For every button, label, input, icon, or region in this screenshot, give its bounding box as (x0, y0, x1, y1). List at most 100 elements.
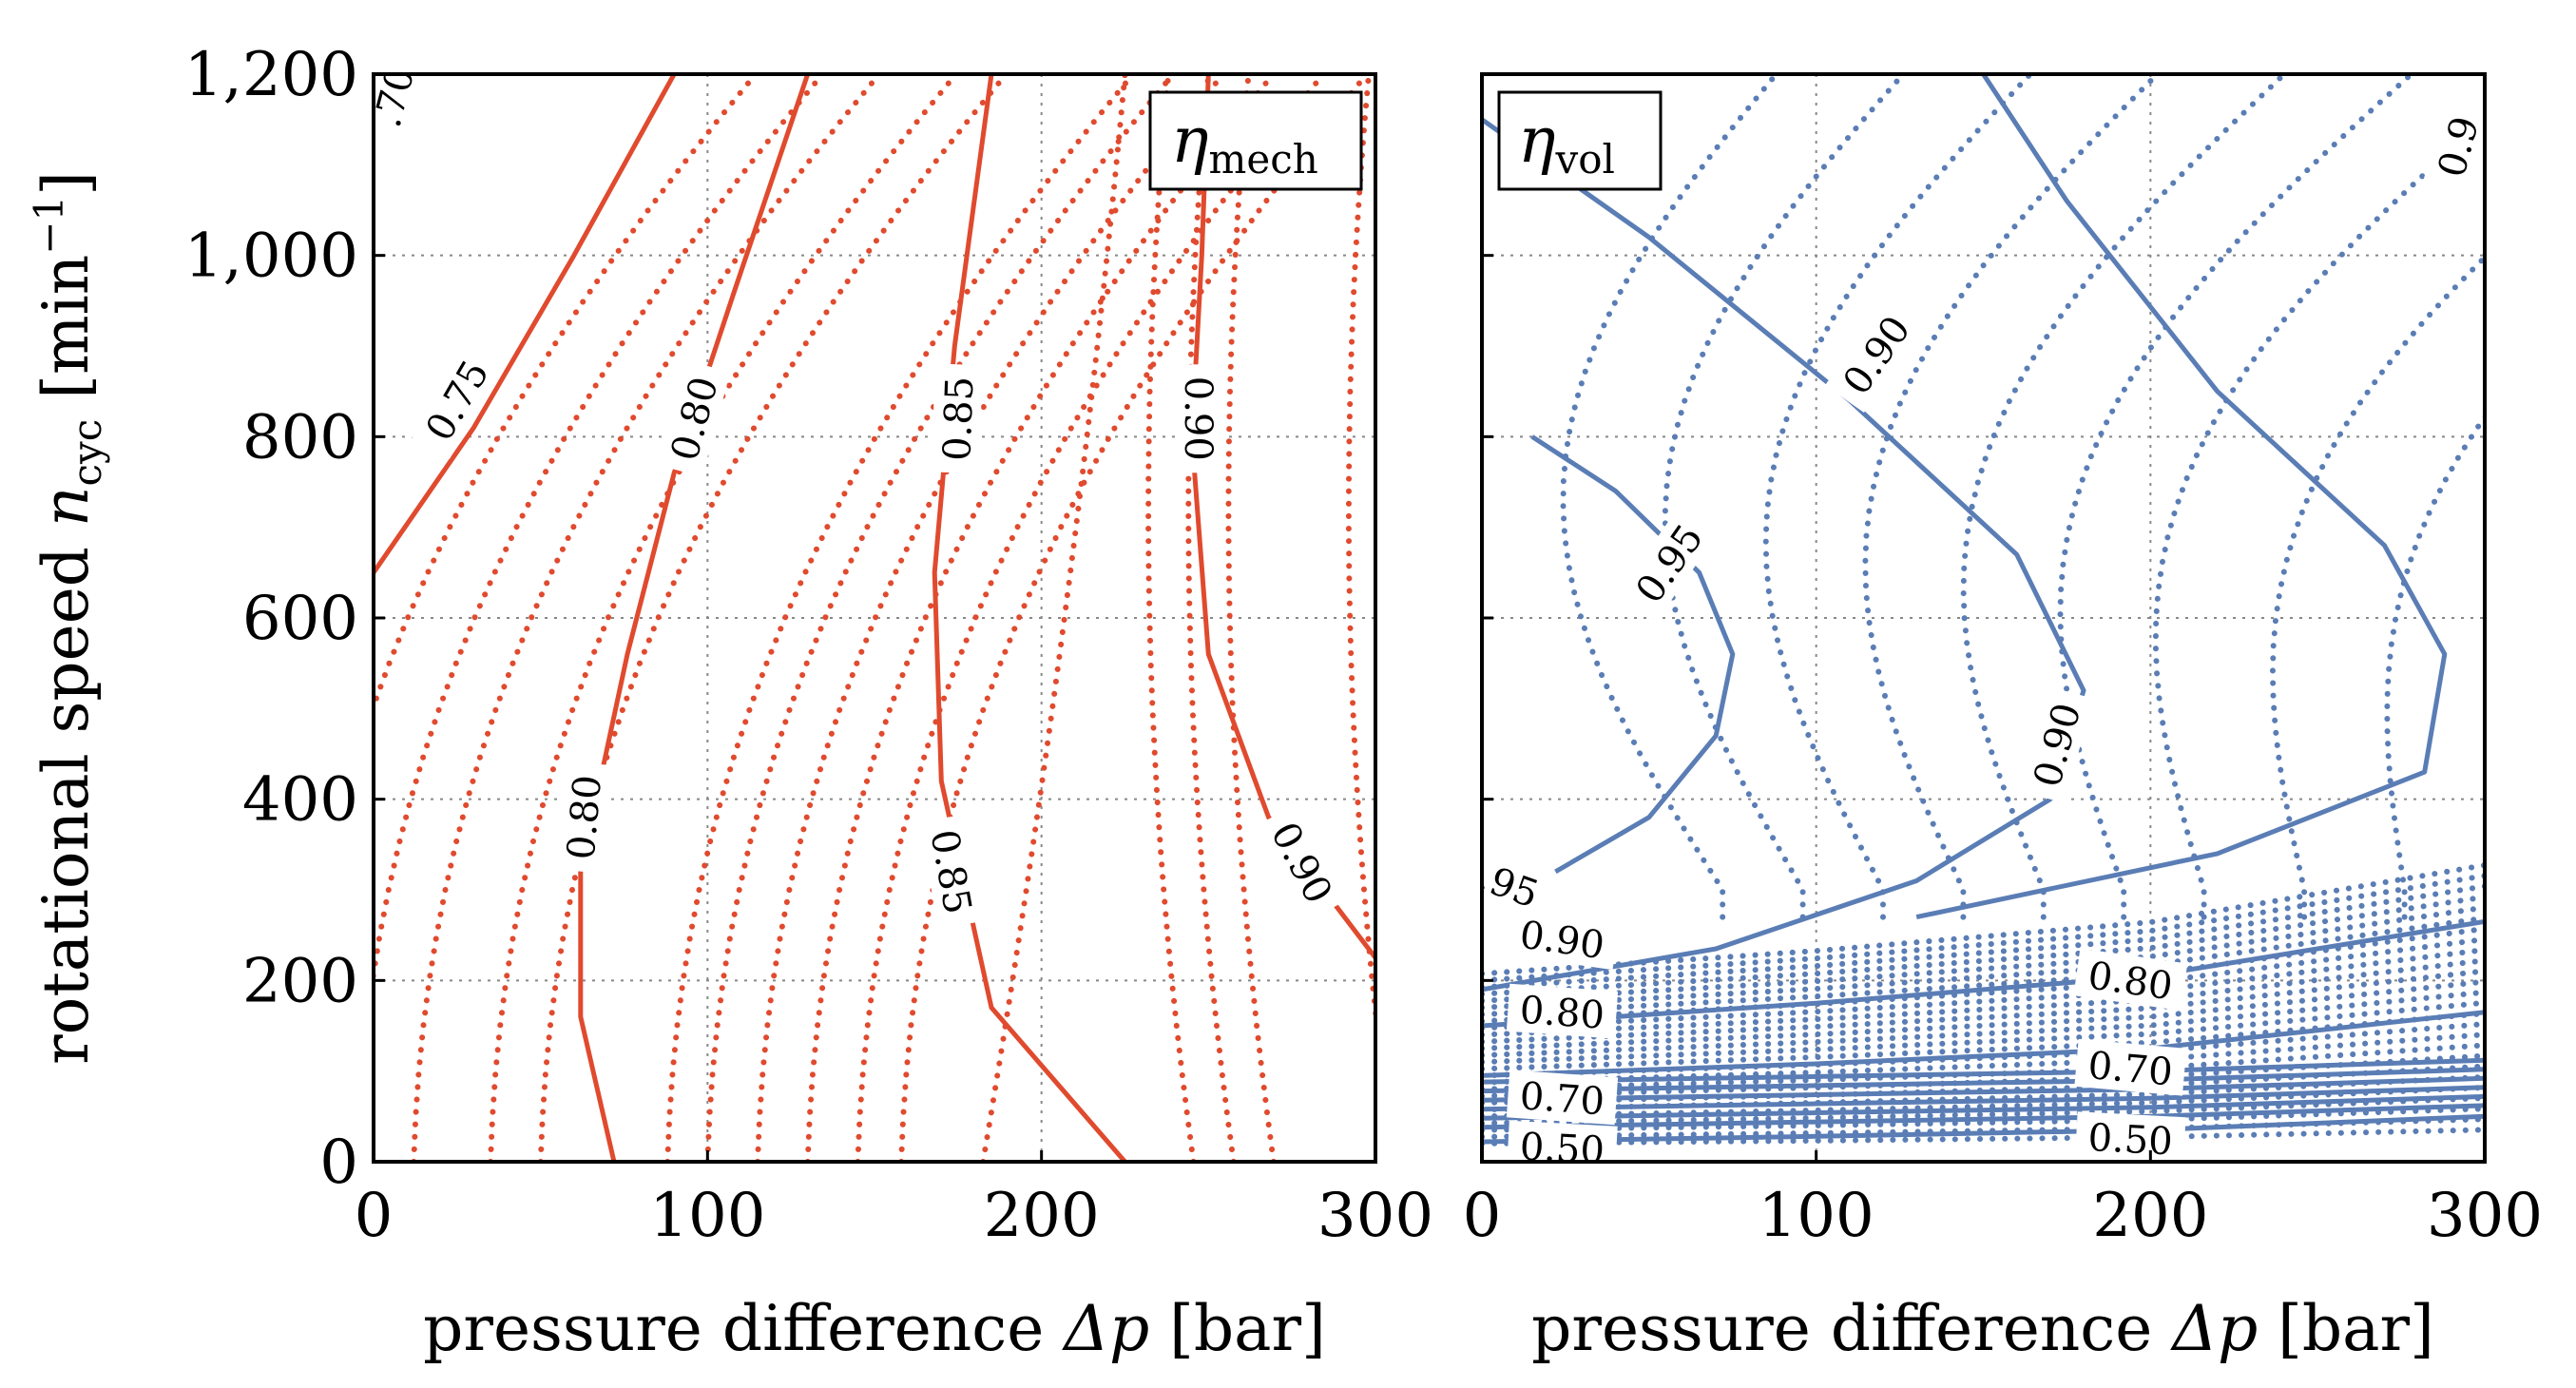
solid-contour-low (1482, 1075, 2485, 1103)
vol-contour-labels: 0.95.950.900.900.900.800.700.500.800.700… (1482, 99, 2488, 1162)
dotted-contour (2384, 412, 2485, 920)
contour-label-bg (408, 340, 505, 459)
dotted-contour (755, 74, 1226, 1162)
dotted-contour (1482, 999, 2485, 1066)
dotted-contour (1662, 74, 1907, 920)
y-tick-label: 0 (319, 1128, 358, 1198)
vol-x-axis-label: pressure difference Δp [bar] (1531, 1292, 2434, 1365)
dotted-contour (488, 74, 959, 1162)
dotted-contour (1862, 74, 2161, 920)
solid-contour-0.75 (374, 74, 677, 574)
contour-label-text: 0.70 (2086, 1044, 2175, 1095)
solid-contour-0.90b (1915, 74, 2448, 920)
dotted-contour (1482, 1127, 2485, 1147)
solid-contour-low (1482, 1057, 2485, 1085)
x-tick-label: 200 (2092, 1181, 2208, 1251)
dotted-contour (411, 74, 882, 1162)
contour-label-text: 0.90 (2026, 699, 2089, 792)
y-tick-label: 400 (242, 765, 358, 836)
dotted-contour (2269, 253, 2485, 920)
contour-label-bg (1256, 802, 1350, 921)
vol-dotted-contours (1482, 74, 2485, 1147)
dotted-contour (980, 74, 1128, 1162)
vol-legend: ηvol (1497, 90, 1663, 191)
contour-label-bg (656, 359, 731, 477)
mech-x-axis-label: pressure difference Δp [bar] (423, 1292, 1326, 1365)
contour-label: 0.80 (656, 359, 731, 477)
dotted-contour (1345, 74, 1375, 1038)
solid-contour-low (1482, 1067, 2485, 1094)
mech-x-tick-labels: 0 100 200 300 (355, 1150, 1433, 1251)
y-tick-label: 600 (242, 584, 358, 654)
solid-contour-low (1482, 1093, 2485, 1121)
contour-label-bg (1505, 907, 1620, 971)
contour-label-text: 0.80 (1518, 989, 1605, 1038)
dotted-contour (537, 74, 1009, 1162)
contour-label-bg (919, 814, 986, 930)
dotted-contour (374, 74, 759, 715)
dotted-contour (898, 74, 1370, 1162)
dotted-contour (1482, 1031, 2485, 1086)
contour-label: 0.90 (1825, 296, 1927, 413)
contour-label: 0.90 (1175, 364, 1223, 473)
contour-label-text: 0.9 (2430, 112, 2488, 182)
contour-label-bg (2423, 99, 2485, 194)
y-tick-label: 200 (242, 946, 358, 1016)
vol-solid-contours (1482, 74, 2485, 1145)
dotted-contour (1185, 74, 1237, 1162)
solid-contour-0.95 (1530, 434, 1736, 875)
solid-contour-0.50 (1482, 1113, 2485, 1145)
dotted-contour (1225, 74, 1277, 1162)
mech-efficiency-panel: 0.75 0.800.800.850.850.900.90.70 02004006… (184, 40, 1433, 1365)
contour-label: 0.80 (1506, 983, 1619, 1039)
y-tick-labels: 0 200 400 600 800 1,000 1,200 (184, 40, 385, 1198)
solid-contour-0.90 (1482, 117, 2086, 993)
x-tick-label: 100 (1759, 1181, 1874, 1251)
dotted-contour (1482, 1021, 2485, 1079)
contour-label-bg (1482, 847, 1558, 922)
mech-legend: ηmech (1148, 90, 1363, 191)
dotted-contour (1960, 74, 2288, 920)
y-tick-label: 1,200 (184, 40, 358, 110)
y-tick-label: 800 (242, 402, 358, 472)
contour-label-bg (1175, 364, 1223, 473)
dotted-contour (1560, 74, 1779, 920)
contour-label: 0.90 (1256, 802, 1350, 921)
x-tick-label: 200 (984, 1181, 1100, 1251)
dotted-contour (1482, 862, 2485, 977)
contour-label: .70 (374, 74, 427, 145)
contour-label-text: 0.80 (560, 773, 611, 861)
solid-contour-0.80 (578, 74, 811, 1162)
x-tick-label: 300 (1317, 1181, 1433, 1251)
contour-label: 0.70 (1506, 1070, 1619, 1126)
contour-label-text: 0.70 (1518, 1074, 1605, 1124)
dotted-contour (2152, 116, 2485, 920)
vol-legend-box (1497, 90, 1663, 191)
vol-grid (1482, 74, 2485, 1162)
mech-legend-label: ηmech (1171, 104, 1318, 183)
dotted-contour (1762, 74, 2033, 920)
contour-label-text: 0.90 (1176, 376, 1220, 461)
contour-label-bg (931, 363, 983, 474)
x-tick-label: 0 (355, 1181, 394, 1251)
mech-legend-box (1148, 90, 1363, 191)
vol-legend-label: ηvol (1518, 104, 1615, 183)
x-tick-label: 300 (2427, 1181, 2543, 1251)
contour-label: 0.50 (1507, 1120, 1618, 1162)
contour-label: 0.85 (919, 814, 986, 930)
dotted-contour (1482, 1095, 2485, 1127)
contour-label: 0.70 (2074, 1038, 2187, 1096)
dotted-contour (1145, 74, 1197, 1162)
solid-contour-0.70 (1482, 1010, 2485, 1078)
solid-contour-0.80 (1482, 918, 2485, 1029)
contour-label-bg (2073, 948, 2188, 1011)
x-tick-label: 0 (1463, 1181, 1502, 1251)
contour-label: 0.95 (1617, 505, 1720, 622)
contour-label: 0.80 (554, 761, 612, 874)
contour-label-text: 0.80 (663, 373, 727, 466)
dotted-contour (704, 74, 1177, 1162)
contour-label-bg (374, 74, 427, 145)
contour-label-bg (1825, 296, 1927, 413)
contour-label-bg (554, 761, 612, 874)
vol-efficiency-panel: 0.95.950.900.900.900.800.700.500.800.700… (1463, 72, 2543, 1365)
